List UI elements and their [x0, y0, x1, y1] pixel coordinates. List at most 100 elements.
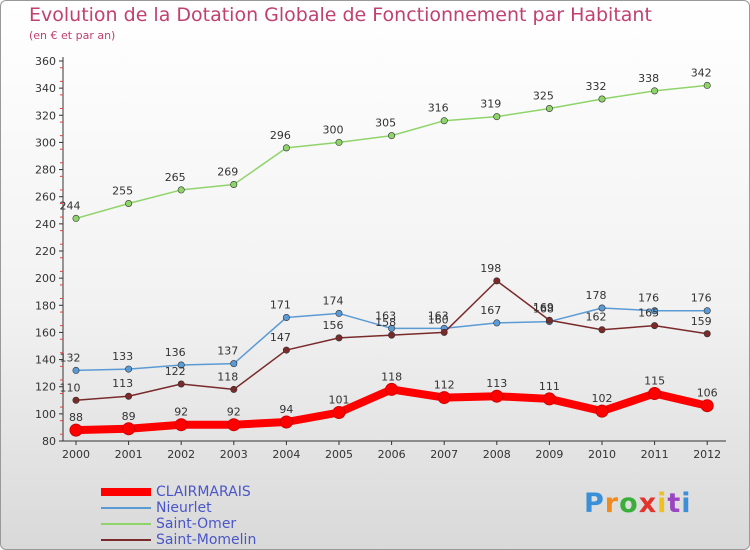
data-label-clairmarais: 89 [122, 410, 136, 423]
data-point-nieurlet [335, 309, 343, 317]
data-point-nieurlet [177, 361, 185, 369]
data-point-saint-momelin [703, 330, 711, 338]
data-point-nieurlet [703, 307, 711, 315]
x-tick-label: 2003 [220, 448, 248, 461]
proxiti-logo: Proxiti [584, 488, 692, 519]
data-label-nieurlet: 174 [323, 294, 344, 307]
data-point-saint-momelin [177, 380, 185, 388]
data-label-nieurlet: 137 [217, 345, 238, 358]
legend-item-nieurlet: Nieurlet [101, 500, 401, 516]
legend-swatch-saint-momelin [101, 539, 151, 541]
legend-label-nieurlet: Nieurlet [156, 500, 212, 516]
data-point-clairmarais [490, 389, 504, 403]
data-label-nieurlet: 178 [586, 289, 607, 302]
legend: CLAIRMARAIS Nieurlet Saint-Omer Saint-Mo… [101, 484, 401, 548]
data-label-nieurlet: 167 [480, 304, 501, 317]
data-label-clairmarais: 112 [434, 379, 455, 392]
data-point-clairmarais [648, 387, 662, 400]
data-point-saint-momelin [651, 322, 659, 330]
data-label-saint-momelin: 118 [217, 370, 238, 383]
data-point-clairmarais [542, 392, 556, 406]
data-label-nieurlet: 163 [375, 309, 396, 322]
data-label-clairmarais: 115 [644, 375, 665, 388]
data-label-saint-omer: 244 [60, 199, 81, 212]
data-point-saint-omer [440, 117, 448, 125]
y-tick-label: 100 [35, 408, 56, 421]
data-point-clairmarais [279, 415, 293, 429]
data-label-clairmarais: 101 [329, 394, 350, 407]
y-tick-label: 300 [35, 136, 56, 149]
data-label-saint-momelin: 169 [533, 301, 554, 314]
data-point-clairmarais [700, 399, 714, 413]
data-point-saint-momelin [125, 392, 133, 400]
data-label-saint-omer: 319 [480, 98, 501, 111]
data-point-nieurlet [125, 365, 133, 373]
series-line-saint-omer [75, 84, 708, 220]
data-label-nieurlet: 132 [60, 351, 81, 364]
chart-subtitle: (en € et par an) [29, 29, 116, 42]
x-tick-label: 2004 [272, 448, 300, 461]
data-point-nieurlet [493, 319, 501, 327]
y-tick-label: 260 [35, 191, 56, 204]
data-label-nieurlet: 136 [165, 346, 186, 359]
data-label-nieurlet: 171 [270, 299, 291, 312]
data-point-saint-omer [598, 95, 606, 103]
data-label-clairmarais: 106 [697, 387, 718, 400]
data-label-clairmarais: 92 [174, 406, 188, 419]
x-tick-label: 2008 [483, 448, 511, 461]
data-label-clairmarais: 94 [279, 403, 293, 416]
y-tick-label: 160 [35, 326, 56, 339]
data-label-saint-omer: 325 [533, 90, 554, 103]
y-tick-label: 280 [35, 164, 56, 177]
data-label-saint-momelin: 162 [586, 311, 607, 324]
data-point-saint-omer [651, 87, 659, 95]
data-point-nieurlet [282, 313, 290, 321]
data-point-saint-momelin [545, 316, 553, 324]
x-tick-label: 2006 [378, 448, 406, 461]
data-label-clairmarais: 102 [592, 392, 613, 405]
data-point-clairmarais [437, 391, 451, 405]
y-tick-label: 80 [42, 435, 56, 448]
data-label-nieurlet: 176 [638, 292, 659, 305]
data-point-saint-omer [125, 200, 133, 208]
data-point-saint-omer [703, 81, 711, 89]
data-point-saint-omer [177, 186, 185, 194]
x-tick-label: 2002 [167, 448, 195, 461]
data-label-clairmarais: 113 [486, 377, 507, 390]
data-point-clairmarais [174, 418, 188, 432]
data-point-saint-momelin [282, 346, 290, 354]
data-point-saint-omer [493, 113, 501, 121]
data-label-saint-momelin: 160 [428, 313, 449, 326]
data-point-clairmarais [69, 423, 83, 437]
legend-item-clairmarais: CLAIRMARAIS [101, 484, 401, 500]
legend-swatch-saint-omer [101, 523, 151, 525]
data-point-saint-momelin [335, 334, 343, 342]
x-tick-label: 2007 [430, 448, 458, 461]
legend-item-saint-omer: Saint-Omer [101, 516, 401, 532]
data-label-saint-omer: 338 [638, 72, 659, 85]
data-label-saint-omer: 316 [428, 102, 449, 115]
data-point-nieurlet [598, 304, 606, 312]
data-label-saint-momelin: 159 [691, 315, 712, 328]
x-tick-label: 2012 [693, 448, 721, 461]
legend-label-clairmarais: CLAIRMARAIS [156, 484, 251, 500]
data-point-saint-momelin [440, 328, 448, 336]
data-label-saint-omer: 305 [375, 117, 396, 130]
x-tick-label: 2010 [588, 448, 616, 461]
data-point-nieurlet [388, 324, 396, 332]
data-point-saint-momelin [493, 277, 501, 285]
data-point-nieurlet [651, 307, 659, 315]
data-label-clairmarais: 118 [381, 370, 402, 383]
data-point-clairmarais [332, 406, 346, 419]
data-point-saint-omer [230, 181, 238, 189]
data-label-saint-momelin: 110 [60, 381, 81, 394]
data-label-nieurlet: 163 [428, 309, 449, 322]
data-point-clairmarais [595, 404, 609, 418]
y-tick-label: 240 [35, 218, 56, 231]
data-point-saint-omer [545, 105, 553, 113]
data-point-clairmarais [122, 422, 136, 436]
legend-label-saint-momelin: Saint-Momelin [156, 532, 257, 548]
data-label-saint-momelin: 113 [112, 377, 133, 390]
data-label-saint-momelin: 122 [165, 365, 186, 378]
